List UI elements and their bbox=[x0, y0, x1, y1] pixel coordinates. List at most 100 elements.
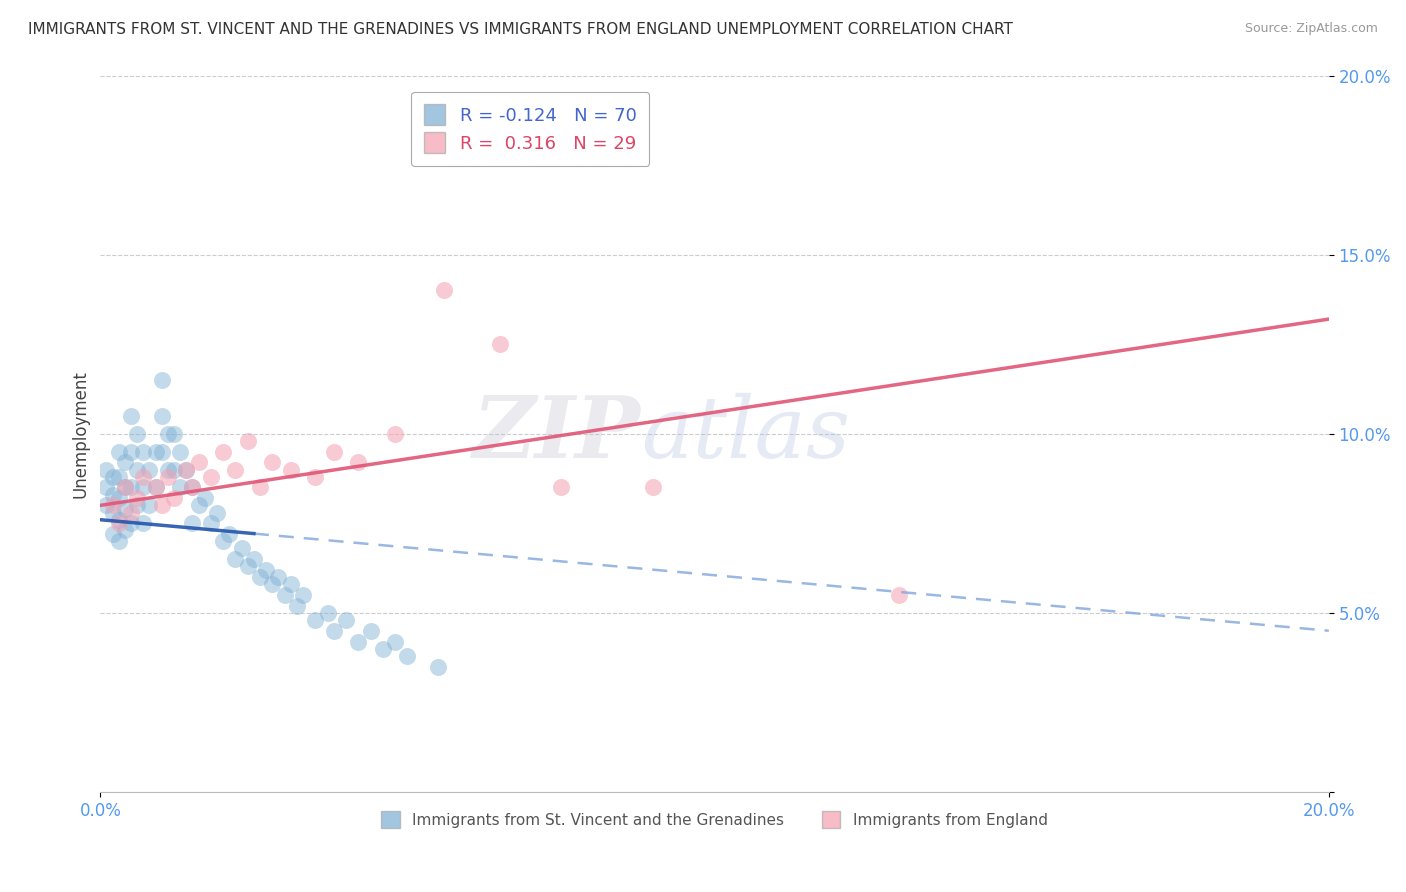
Point bbox=[262, 577, 284, 591]
Point bbox=[107, 534, 129, 549]
Point bbox=[120, 409, 142, 423]
Point bbox=[150, 444, 173, 458]
Point bbox=[396, 648, 419, 663]
Point bbox=[224, 462, 246, 476]
Point bbox=[120, 444, 142, 458]
Point bbox=[169, 444, 191, 458]
Point bbox=[249, 570, 271, 584]
Point bbox=[176, 462, 198, 476]
Point bbox=[107, 444, 129, 458]
Text: Source: ZipAtlas.com: Source: ZipAtlas.com bbox=[1244, 22, 1378, 36]
Point bbox=[96, 462, 118, 476]
Point bbox=[114, 480, 136, 494]
Point bbox=[120, 506, 142, 520]
Point bbox=[120, 516, 142, 531]
Point bbox=[138, 499, 160, 513]
Y-axis label: Unemployment: Unemployment bbox=[72, 370, 89, 498]
Point bbox=[262, 455, 284, 469]
Point bbox=[347, 455, 370, 469]
Point bbox=[371, 641, 394, 656]
Point bbox=[101, 499, 124, 513]
Point bbox=[127, 426, 149, 441]
Point bbox=[127, 462, 149, 476]
Point bbox=[187, 455, 209, 469]
Point bbox=[224, 552, 246, 566]
Point bbox=[322, 444, 344, 458]
Point bbox=[114, 455, 136, 469]
Point bbox=[107, 491, 129, 506]
Point bbox=[107, 469, 129, 483]
Point bbox=[285, 599, 308, 613]
Point bbox=[205, 506, 228, 520]
Point bbox=[212, 534, 235, 549]
Point bbox=[114, 524, 136, 538]
Point bbox=[114, 480, 136, 494]
Text: IMMIGRANTS FROM ST. VINCENT AND THE GRENADINES VS IMMIGRANTS FROM ENGLAND UNEMPL: IMMIGRANTS FROM ST. VINCENT AND THE GREN… bbox=[28, 22, 1012, 37]
Point bbox=[132, 469, 155, 483]
Point bbox=[187, 499, 209, 513]
Point bbox=[107, 513, 129, 527]
Point bbox=[384, 426, 406, 441]
Legend: Immigrants from St. Vincent and the Grenadines, Immigrants from England: Immigrants from St. Vincent and the Gren… bbox=[375, 805, 1054, 835]
Point bbox=[114, 502, 136, 516]
Point bbox=[156, 462, 179, 476]
Point bbox=[249, 480, 271, 494]
Point bbox=[120, 480, 142, 494]
Point bbox=[107, 516, 129, 531]
Point bbox=[384, 634, 406, 648]
Point bbox=[101, 488, 124, 502]
Point bbox=[887, 588, 910, 602]
Point bbox=[145, 480, 167, 494]
Point bbox=[292, 588, 315, 602]
Point bbox=[218, 527, 240, 541]
Point bbox=[127, 499, 149, 513]
Point bbox=[212, 444, 235, 458]
Text: ZIP: ZIP bbox=[472, 392, 641, 475]
Point bbox=[138, 462, 160, 476]
Point bbox=[169, 480, 191, 494]
Point bbox=[254, 563, 277, 577]
Point bbox=[273, 588, 295, 602]
Point bbox=[101, 469, 124, 483]
Point bbox=[150, 373, 173, 387]
Point bbox=[304, 613, 326, 627]
Point bbox=[360, 624, 382, 638]
Point bbox=[433, 284, 456, 298]
Point bbox=[132, 444, 155, 458]
Point bbox=[181, 516, 204, 531]
Point bbox=[127, 491, 149, 506]
Point bbox=[200, 516, 222, 531]
Point bbox=[427, 659, 450, 673]
Point bbox=[145, 444, 167, 458]
Point bbox=[132, 516, 155, 531]
Point bbox=[163, 462, 186, 476]
Point bbox=[176, 462, 198, 476]
Point bbox=[550, 480, 572, 494]
Point bbox=[488, 337, 510, 351]
Point bbox=[101, 527, 124, 541]
Point bbox=[280, 462, 302, 476]
Text: atlas: atlas bbox=[641, 392, 851, 475]
Point bbox=[132, 480, 155, 494]
Point bbox=[181, 480, 204, 494]
Point bbox=[156, 426, 179, 441]
Point bbox=[335, 613, 357, 627]
Point bbox=[231, 541, 253, 556]
Point bbox=[101, 506, 124, 520]
Point bbox=[316, 606, 339, 620]
Point bbox=[194, 491, 217, 506]
Point bbox=[96, 499, 118, 513]
Point bbox=[200, 469, 222, 483]
Point bbox=[181, 480, 204, 494]
Point bbox=[163, 426, 186, 441]
Point bbox=[145, 480, 167, 494]
Point bbox=[643, 480, 665, 494]
Point bbox=[236, 559, 259, 574]
Point bbox=[236, 434, 259, 448]
Point bbox=[150, 409, 173, 423]
Point bbox=[267, 570, 290, 584]
Point bbox=[347, 634, 370, 648]
Point bbox=[156, 469, 179, 483]
Point bbox=[150, 499, 173, 513]
Point bbox=[243, 552, 266, 566]
